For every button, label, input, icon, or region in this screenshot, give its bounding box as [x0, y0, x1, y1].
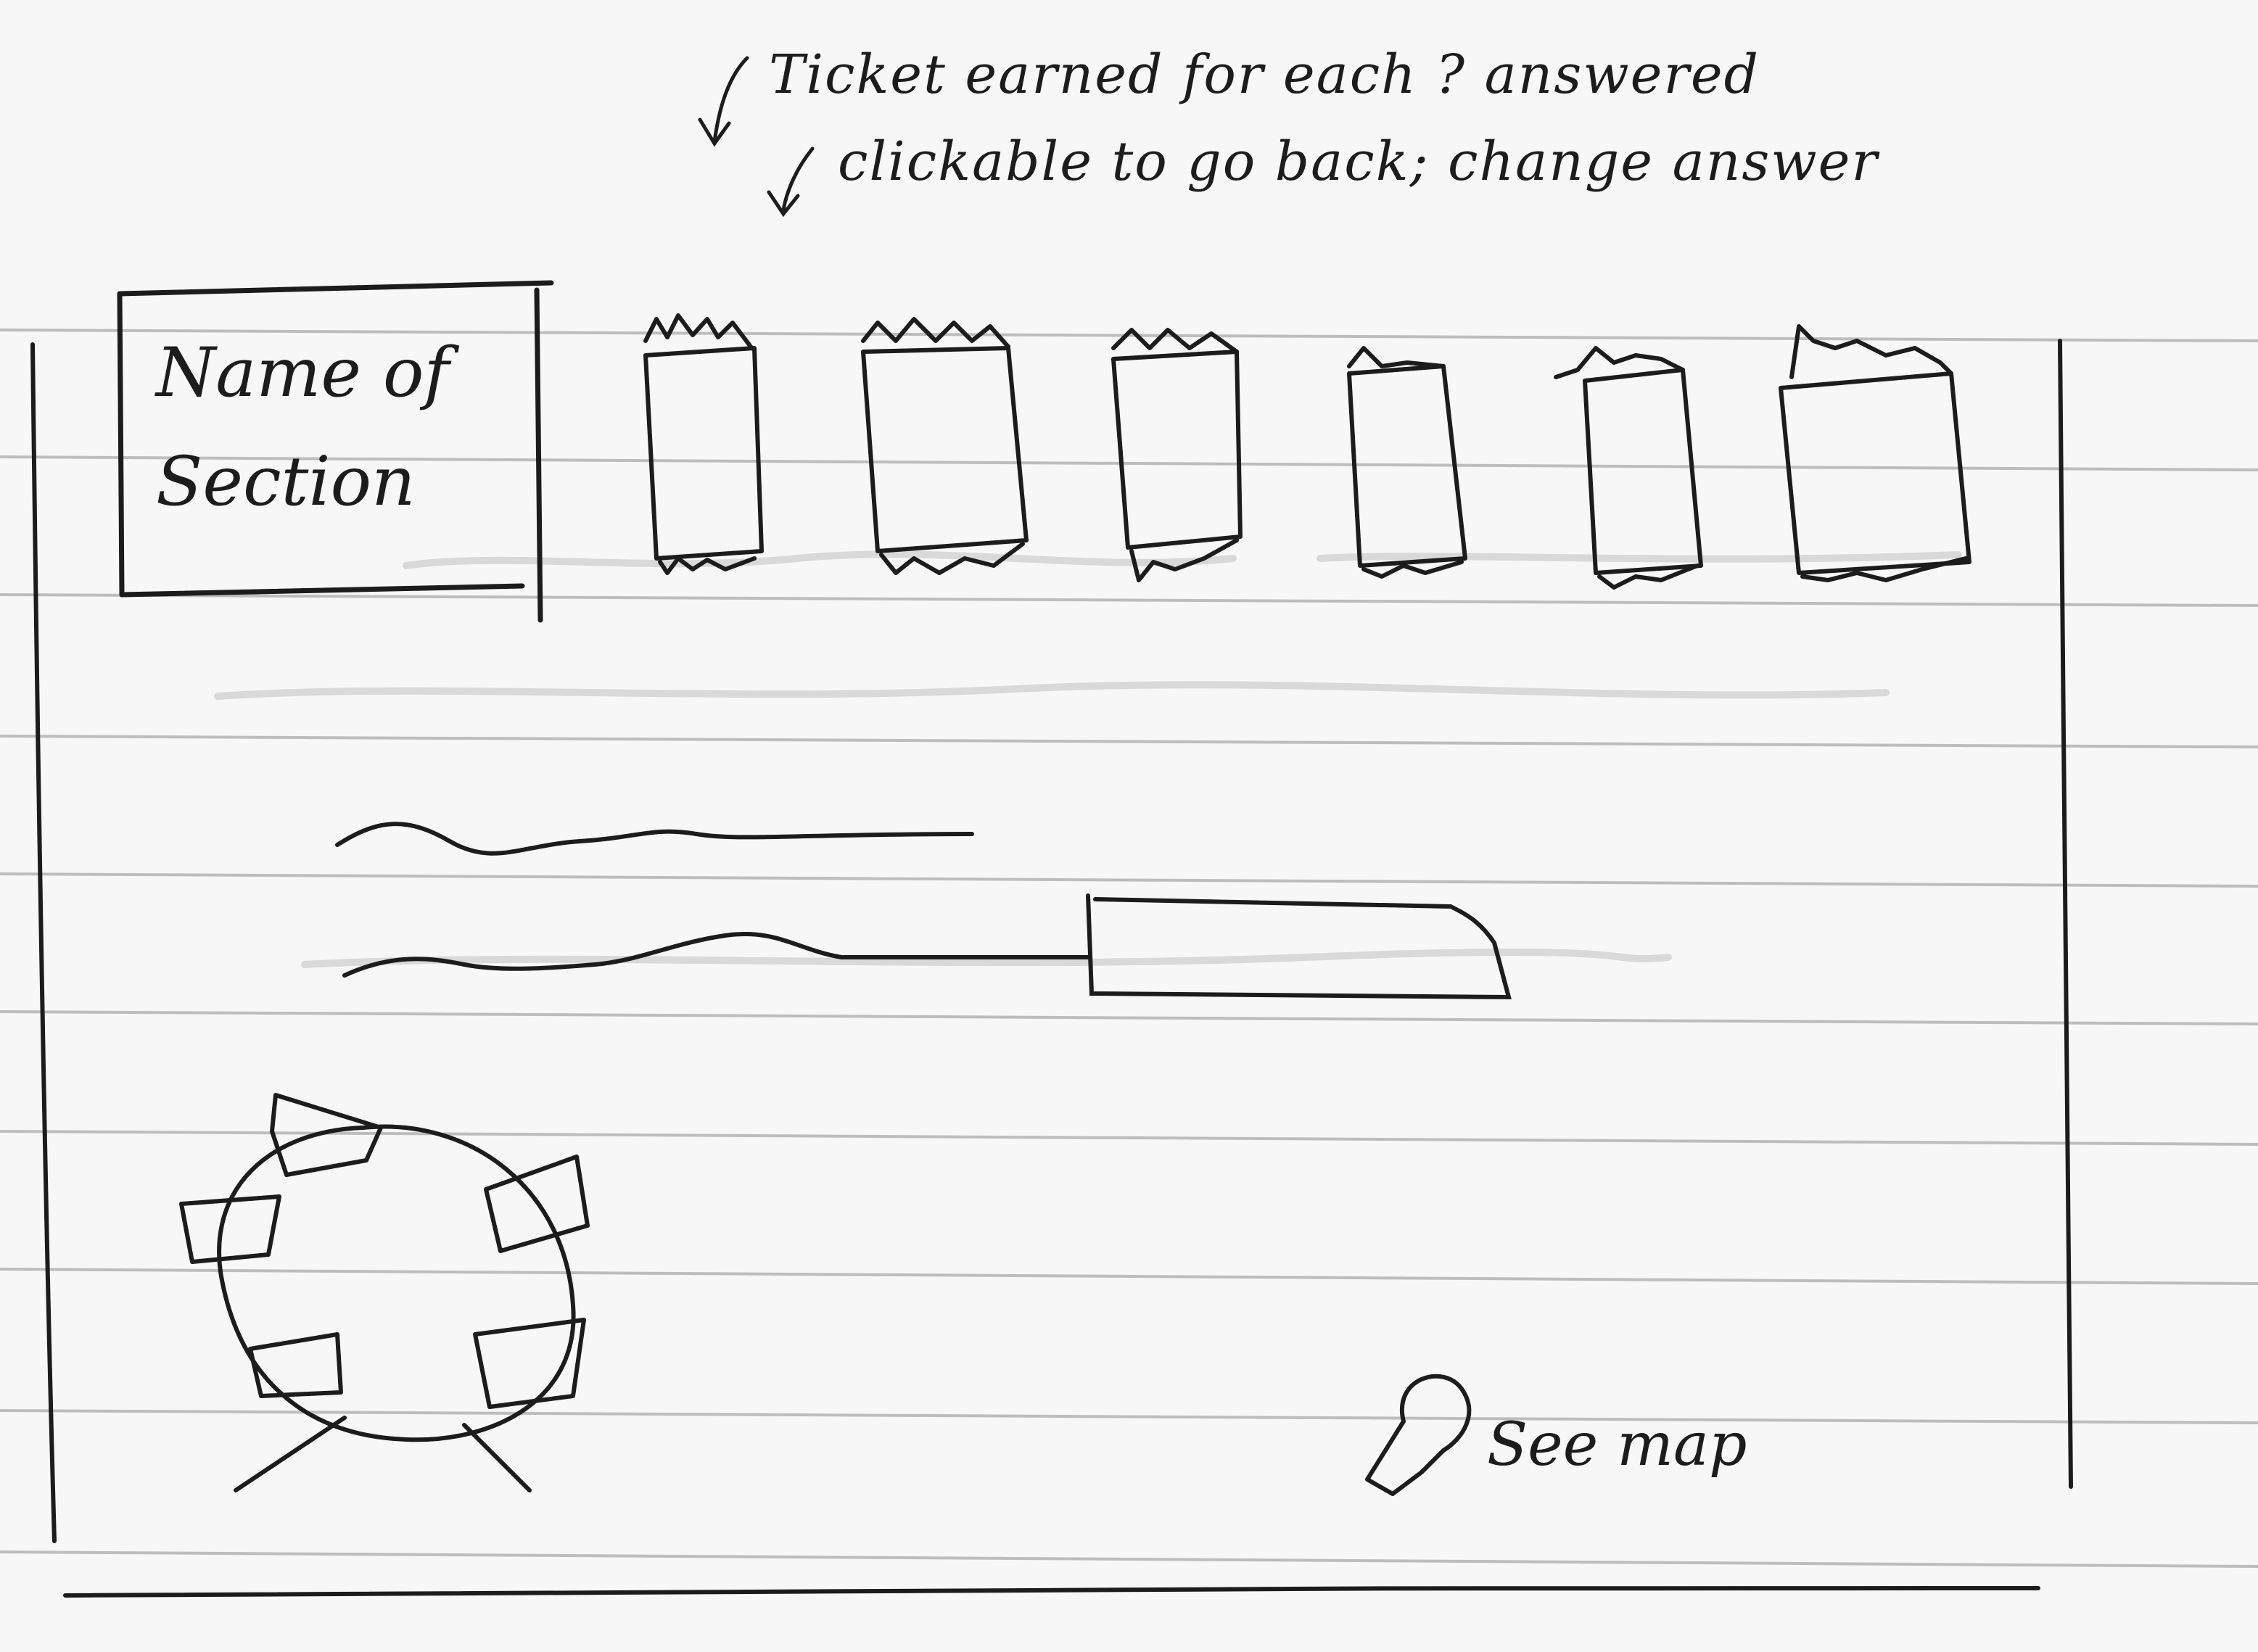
- section-title-line-2: Section: [156, 442, 416, 521]
- ticket-2[interactable]: [861, 317, 1029, 575]
- section-title-line-1: Name of: [156, 334, 450, 413]
- ticket-4[interactable]: [1347, 346, 1467, 579]
- see-map-link[interactable]: See map: [1487, 1411, 1747, 1479]
- answer-button: [1086, 893, 1512, 1000]
- ticket-5[interactable]: [1554, 346, 1703, 590]
- ticket-1[interactable]: [643, 313, 764, 575]
- ticket-6[interactable]: [1779, 324, 1971, 582]
- question-text-line-1: [335, 822, 974, 856]
- clickable-annotation: clickable to go back; change answer: [838, 131, 1879, 193]
- section-title: Name of Section: [156, 319, 449, 537]
- ticket-3[interactable]: [1111, 328, 1243, 582]
- ticket-annotation: Ticket earned for each ? answered: [769, 44, 1760, 106]
- question-text-line-2: [342, 931, 1090, 978]
